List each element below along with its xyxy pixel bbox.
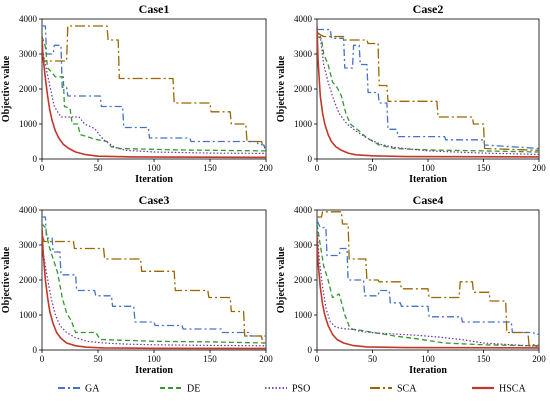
x-tick-label: 50 bbox=[368, 354, 378, 364]
x-tick-label: 50 bbox=[368, 163, 378, 173]
x-axis-label: Iteration bbox=[409, 174, 447, 185]
y-tick-label: 3000 bbox=[294, 240, 313, 250]
y-tick-label: 1000 bbox=[19, 119, 38, 129]
series-line-de bbox=[42, 223, 267, 344]
x-tick-label: 100 bbox=[421, 163, 435, 173]
legend-label-de: DE bbox=[187, 384, 200, 395]
series-line-de bbox=[317, 223, 540, 347]
y-axis-label: Objective value bbox=[276, 246, 287, 313]
chart-4: Case4 0 1000 2000 3000 4000 0 50 100 150 200 Iterat… bbox=[276, 193, 546, 376]
x-tick-label: 100 bbox=[147, 163, 161, 173]
y-tick-label: 1000 bbox=[294, 119, 313, 129]
legend-label-pso: PSO bbox=[292, 384, 310, 395]
y-axis-label: Objective value bbox=[1, 55, 12, 122]
x-tick-label: 50 bbox=[94, 354, 104, 364]
y-tick-label: 0 bbox=[308, 345, 313, 355]
y-axis-label: Objective value bbox=[276, 55, 287, 122]
y-tick-label: 4000 bbox=[294, 14, 313, 24]
y-tick-label: 2000 bbox=[294, 275, 313, 285]
series-line-ga bbox=[42, 25, 266, 149]
x-tick-label: 150 bbox=[203, 354, 217, 364]
x-axis-label: Iteration bbox=[409, 365, 447, 376]
chart-title: Case2 bbox=[413, 2, 444, 16]
y-tick-label: 1000 bbox=[19, 310, 38, 320]
y-tick-label: 3000 bbox=[294, 49, 313, 59]
y-tick-label: 0 bbox=[33, 345, 38, 355]
series-line-ga bbox=[317, 28, 540, 150]
chart-title: Case4 bbox=[413, 193, 444, 207]
chart-2: Case2 0 1000 2000 3000 4000 0 50 100 150 200 Iterat… bbox=[276, 2, 546, 185]
chart-title: Case1 bbox=[139, 2, 170, 16]
series-line-sca bbox=[42, 234, 266, 344]
series-line-sca bbox=[317, 211, 539, 346]
x-tick-label: 200 bbox=[259, 354, 273, 364]
plot-frame bbox=[41, 18, 267, 160]
legend-label-hsca: HSCA bbox=[499, 384, 526, 395]
chart-1: Case1 0 1000 2000 3000 4000 0 50 100 150 200 Iterat… bbox=[1, 2, 273, 185]
y-tick-label: 4000 bbox=[19, 14, 38, 24]
series-line-ga bbox=[42, 216, 266, 337]
series-line-pso bbox=[317, 227, 540, 348]
chart-title: Case3 bbox=[139, 193, 170, 207]
x-tick-label: 0 bbox=[315, 354, 320, 364]
y-tick-label: 3000 bbox=[19, 240, 38, 250]
x-tick-label: 200 bbox=[532, 354, 546, 364]
x-tick-label: 0 bbox=[40, 163, 45, 173]
y-tick-label: 0 bbox=[33, 154, 38, 164]
x-axis-label: Iteration bbox=[135, 365, 173, 376]
x-tick-label: 150 bbox=[477, 163, 491, 173]
y-tick-label: 0 bbox=[308, 154, 313, 164]
x-tick-label: 0 bbox=[315, 163, 320, 173]
x-tick-label: 100 bbox=[421, 354, 435, 364]
series-line-pso bbox=[42, 244, 267, 347]
x-tick-label: 50 bbox=[94, 163, 104, 173]
x-tick-label: 150 bbox=[203, 163, 217, 173]
y-tick-label: 3000 bbox=[19, 49, 38, 59]
series-line-pso bbox=[317, 29, 540, 155]
y-tick-label: 1000 bbox=[294, 310, 313, 320]
y-tick-label: 4000 bbox=[294, 205, 313, 215]
series-line-hsca bbox=[317, 25, 540, 158]
x-tick-label: 150 bbox=[477, 354, 491, 364]
series-line-hsca bbox=[42, 227, 267, 350]
series-line-de bbox=[42, 36, 267, 152]
series-line-hsca bbox=[317, 234, 540, 349]
legend-label-sca: SCA bbox=[397, 384, 417, 395]
x-tick-label: 200 bbox=[259, 163, 273, 173]
y-tick-label: 2000 bbox=[19, 84, 38, 94]
x-tick-label: 200 bbox=[532, 163, 546, 173]
series-line-hsca bbox=[42, 36, 267, 159]
x-tick-label: 100 bbox=[147, 354, 161, 364]
y-tick-label: 2000 bbox=[19, 275, 38, 285]
x-axis-label: Iteration bbox=[135, 174, 173, 185]
series-line-sca bbox=[42, 25, 266, 148]
x-tick-label: 0 bbox=[40, 354, 45, 364]
legend-label-ga: GA bbox=[85, 384, 100, 395]
chart-3: Case3 0 1000 2000 3000 4000 0 50 100 150 200 Iterat… bbox=[1, 193, 273, 376]
y-axis-label: Objective value bbox=[1, 246, 12, 313]
y-tick-label: 4000 bbox=[19, 205, 38, 215]
series-line-de bbox=[317, 35, 540, 153]
series-line-pso bbox=[42, 46, 267, 154]
y-tick-label: 2000 bbox=[294, 84, 313, 94]
series-line-sca bbox=[317, 32, 540, 151]
legend: GA DE PSO SCA HSCA bbox=[58, 384, 526, 395]
